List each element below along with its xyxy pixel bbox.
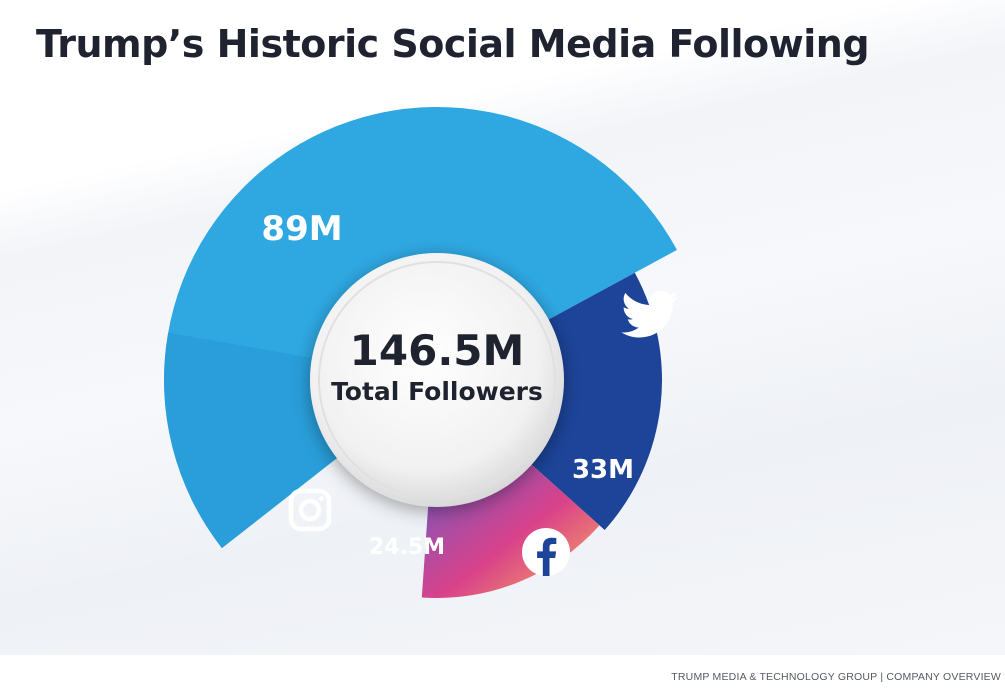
instagram-logo-icon bbox=[288, 488, 332, 532]
donut-chart: 146.5M Total Followers 89M 33M 24.5M bbox=[163, 106, 679, 598]
facebook-logo-icon bbox=[522, 528, 570, 576]
footer-company-label: TRUMP MEDIA & TECHNOLOGY GROUP | COMPANY… bbox=[671, 671, 1001, 683]
facebook-value-label: 33M bbox=[572, 455, 634, 485]
center-total-value: 146.5M bbox=[350, 326, 525, 375]
page-title: Trump’s Historic Social Media Following bbox=[36, 22, 870, 66]
twitter-value-label: 89M bbox=[261, 209, 342, 249]
center-total-caption: Total Followers bbox=[331, 377, 543, 406]
twitter-bird-icon bbox=[621, 290, 679, 338]
facebook-slice bbox=[524, 272, 662, 531]
center-hub bbox=[310, 253, 564, 507]
twitter-slice-shade bbox=[163, 332, 345, 549]
center-hub-ring bbox=[318, 261, 556, 499]
instagram-value-label: 24.5M bbox=[369, 535, 445, 560]
